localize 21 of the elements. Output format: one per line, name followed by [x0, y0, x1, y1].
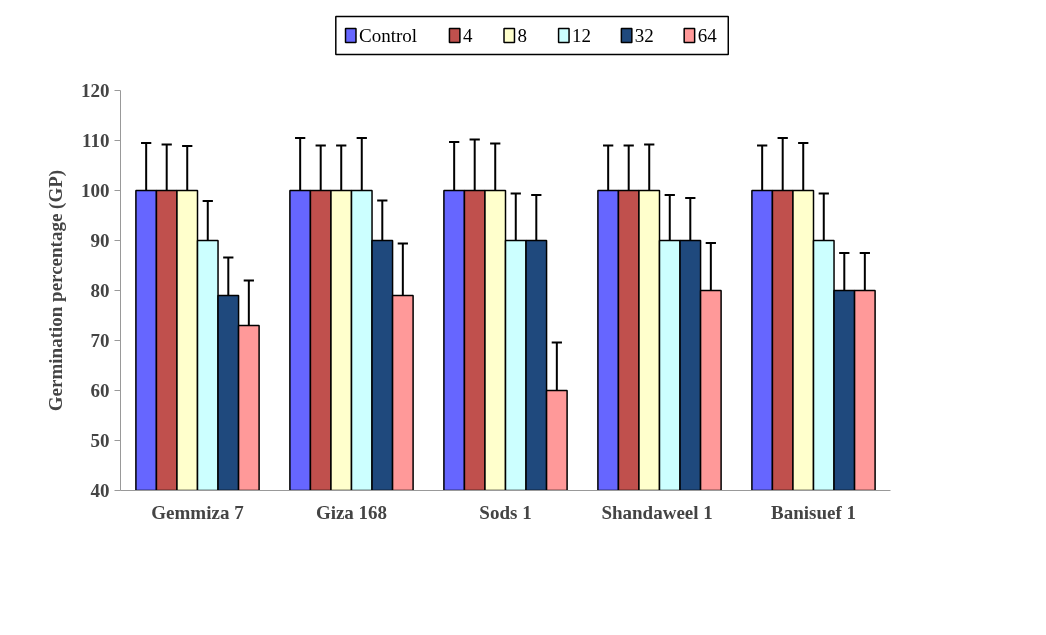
x-tick-label: Sods 1 [479, 501, 532, 523]
y-tick-label: 70 [90, 330, 110, 351]
legend-label: Control [358, 25, 418, 46]
x-tick-label: Giza 168 [315, 501, 388, 523]
y-tick-label: 40 [90, 480, 110, 501]
x-tick-label: Banisuef 1 [771, 501, 857, 523]
y-tick-label: 90 [90, 230, 110, 251]
y-tick-label: 60 [90, 380, 110, 401]
y-tick-label: 110 [82, 130, 110, 151]
x-tick-label: Shandaweel 1 [601, 501, 713, 523]
y-tick-label: 100 [81, 180, 110, 201]
legend-label: 12 [572, 25, 592, 46]
legend-label: 8 [517, 25, 527, 46]
legend-label: 64 [697, 25, 718, 46]
y-tick-label: 80 [90, 280, 110, 301]
legend-label: 4 [462, 25, 473, 46]
x-tick-label: Gemmiza 7 [151, 501, 245, 523]
y-axis-title: Germination percentage (GP) [45, 169, 67, 412]
y-tick-label: 50 [90, 430, 110, 451]
y-tick-label: 120 [81, 80, 110, 101]
legend-label: 32 [634, 25, 654, 46]
